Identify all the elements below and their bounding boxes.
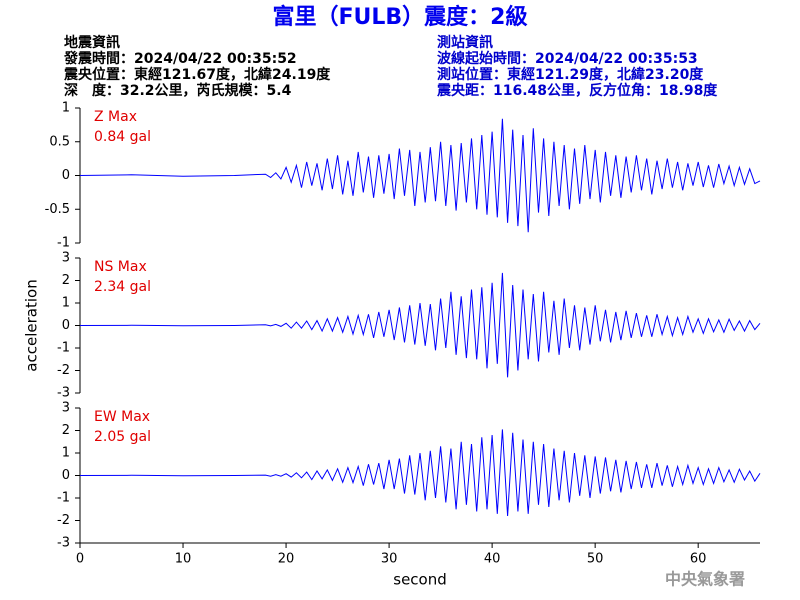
info-right: 測站資訊: [437, 34, 493, 51]
waveform: [79, 118, 761, 233]
info-right: 波線起始時間：2024/04/22 00:35:53: [437, 50, 698, 67]
y-tick-label: -1: [57, 341, 70, 356]
watermark: 中央氣象署: [665, 570, 745, 589]
y-tick-label: 0: [62, 468, 70, 483]
x-tick-label: 0: [76, 552, 84, 567]
peak-label: NS Max: [94, 259, 147, 275]
waveform: [79, 272, 761, 378]
y-tick-label: -3: [57, 386, 70, 401]
y-tick-label: 3: [62, 401, 70, 416]
info-left: 地震資訊: [64, 34, 120, 51]
y-axis-label: acceleration: [23, 279, 41, 371]
x-tick-label: 60: [690, 552, 707, 567]
y-tick-label: -2: [57, 363, 70, 378]
x-tick-label: 20: [278, 552, 295, 567]
y-tick-label: -0.5: [45, 202, 70, 217]
peak-label: 2.05 gal: [94, 429, 151, 445]
info-right: 震央距：116.48公里，反方位角：18.98度: [436, 82, 718, 99]
info-left: 發震時間：2024/04/22 00:35:52: [63, 50, 297, 67]
y-tick-label: 0: [62, 318, 70, 333]
waveform: [79, 429, 761, 517]
y-tick-label: -1: [57, 236, 70, 251]
y-tick-label: 2: [62, 423, 70, 438]
y-tick-label: 1: [62, 446, 70, 461]
y-tick-label: 1: [62, 101, 70, 116]
info-left: 深 度：32.2公里，芮氏規模：5.4: [64, 82, 292, 99]
y-tick-label: 1: [62, 296, 70, 311]
peak-label: EW Max: [94, 409, 150, 425]
peak-label: 0.84 gal: [94, 129, 151, 145]
y-tick-label: -1: [57, 491, 70, 506]
x-tick-label: 40: [484, 552, 501, 567]
y-tick-label: 3: [62, 251, 70, 266]
title: 富里（FULB）震度：2級: [273, 4, 528, 30]
info-left: 震央位置：東經121.67度，北緯24.19度: [63, 66, 331, 83]
y-tick-label: -3: [57, 536, 70, 551]
y-tick-label: -2: [57, 513, 70, 528]
x-tick-label: 10: [175, 552, 192, 567]
x-axis-label: second: [393, 571, 447, 589]
y-tick-label: 0: [62, 168, 70, 183]
peak-label: 2.34 gal: [94, 279, 151, 295]
y-tick-label: 2: [62, 273, 70, 288]
y-tick-label: 0.5: [49, 134, 70, 149]
info-right: 測站位置：東經121.29度，北緯23.20度: [437, 66, 704, 83]
x-tick-label: 30: [381, 552, 398, 567]
x-tick-label: 50: [587, 552, 604, 567]
peak-label: Z Max: [94, 109, 137, 125]
